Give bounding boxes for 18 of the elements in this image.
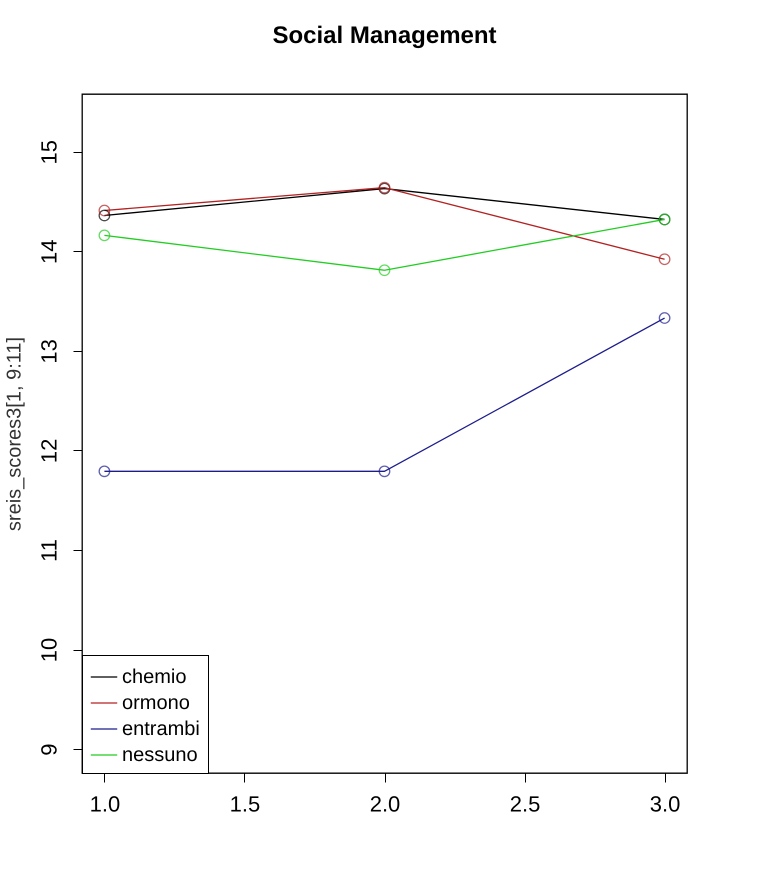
x-tick-label: 2.5 xyxy=(510,792,540,816)
legend-label: chemio xyxy=(122,666,186,688)
y-axis-title: sreis_scores3[1, 9:11] xyxy=(4,336,26,532)
legend-label: nessuno xyxy=(122,744,198,766)
y-tick-label: 10 xyxy=(36,638,62,662)
x-tick-label: 1.5 xyxy=(230,792,260,816)
legend-label: ormono xyxy=(122,692,190,714)
legend-label: entrambi xyxy=(122,718,200,740)
x-tick-label: 1.0 xyxy=(90,792,120,816)
y-tick-label: 14 xyxy=(36,240,62,264)
y-tick-label: 11 xyxy=(36,539,62,562)
y-tick-label: 12 xyxy=(36,438,62,464)
chart-title: Social Management xyxy=(272,22,497,49)
x-tick-label: 3.0 xyxy=(650,792,680,816)
y-tick-label: 15 xyxy=(36,140,62,164)
y-tick-label: 9 xyxy=(36,743,62,756)
y-tick-label: 13 xyxy=(36,339,62,364)
x-tick-label: 2.0 xyxy=(370,792,400,816)
